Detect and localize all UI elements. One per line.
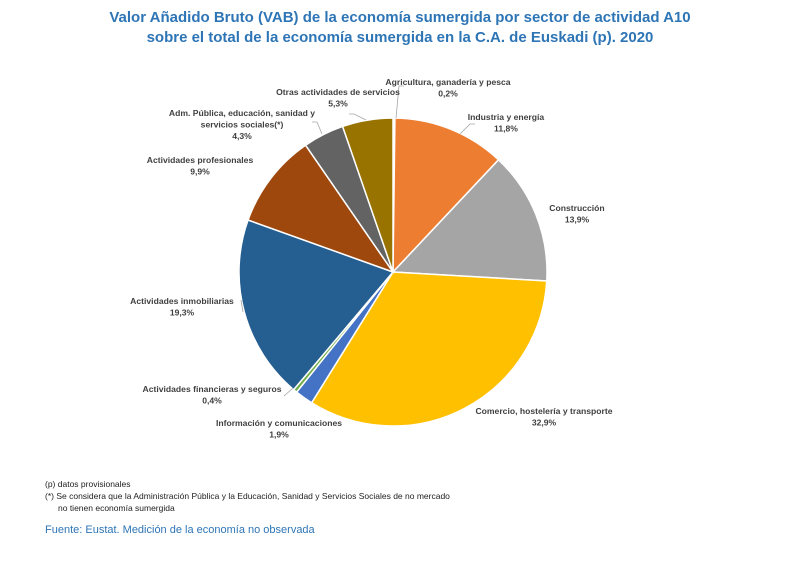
data-label-category: servicios sociales(*) (201, 120, 284, 130)
chart-title-line-2: sobre el total de la economía sumergida … (146, 29, 654, 46)
leader-line (283, 387, 294, 397)
data-label-value: 0,4% (202, 396, 222, 406)
data-label-category: Comercio, hostelería y transporte (475, 406, 612, 416)
note-asterisk: (*) Se considera que la Administración P… (45, 491, 450, 501)
pie-slice-1 (392, 117, 500, 274)
data-label-category: Actividades financieras y seguros (143, 384, 282, 394)
data-label-value: 0,2% (438, 89, 458, 99)
data-label-value: 1,9% (269, 430, 289, 440)
data-label-value: 5,3% (328, 99, 348, 109)
pie-slice-9 (341, 117, 394, 273)
note-asterisk-cont: no tienen economía sumergida (58, 503, 175, 513)
leader-line (395, 85, 404, 119)
data-label-value: 19,3% (170, 308, 195, 318)
data-label-category: Industria y energía (468, 112, 545, 122)
leader-line (349, 113, 367, 121)
chart-title-line-1: Valor Añadido Bruto (VAB) de la economía… (109, 9, 691, 26)
pie-slice-2 (391, 158, 548, 282)
leader-line (459, 123, 475, 135)
data-label-category: Actividades inmobiliarias (130, 296, 234, 306)
note-provisional: (p) datos provisionales (45, 479, 131, 489)
pie-slice-6 (238, 219, 395, 391)
pie-slice-7 (247, 144, 395, 274)
pie-slice-3 (310, 271, 548, 427)
leader-line (312, 121, 323, 135)
data-label-category: Construcción (549, 203, 604, 213)
data-label-value: 9,9% (190, 167, 210, 177)
source-note: Fuente: Eustat. Medición de la economía … (45, 524, 315, 536)
data-label-value: 13,9% (565, 215, 590, 225)
data-label-value: 11,8% (494, 124, 518, 134)
data-label-value: 32,9% (532, 418, 557, 428)
data-label-category: Otras actividades de servicios (276, 87, 400, 97)
leader-line (240, 299, 244, 313)
data-label-category: Adm. Pública, educación, sanidad y (169, 108, 315, 118)
data-label-category: Agricultura, ganadería y pesca (385, 77, 510, 87)
data-label-value: 4,3% (232, 131, 252, 141)
pie-chart: Agricultura, ganadería y pesca 0,2% Indust… (130, 77, 613, 440)
data-label-category: Actividades profesionales (147, 155, 254, 165)
data-label-category: Información y comunicaciones (216, 418, 342, 428)
